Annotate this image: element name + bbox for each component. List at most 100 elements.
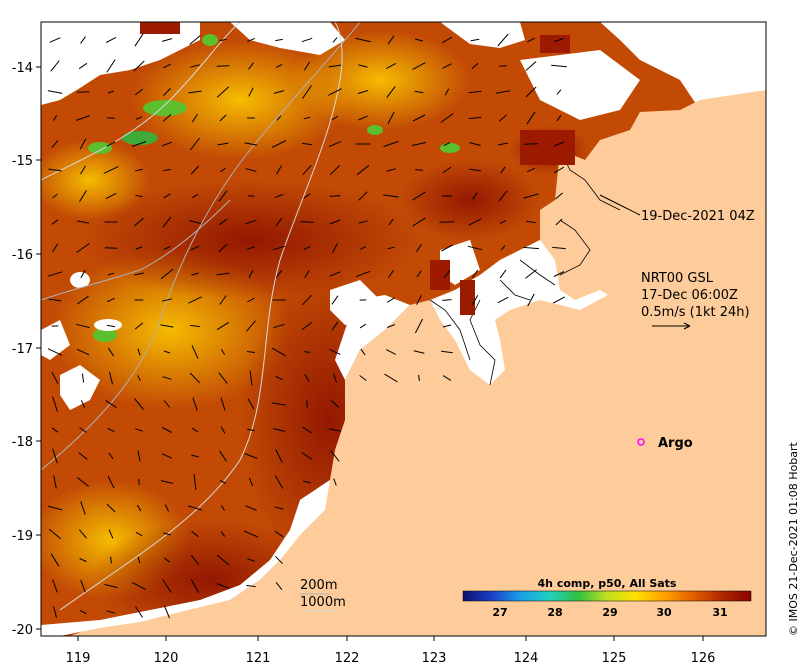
current-vector — [47, 348, 63, 356]
current-vector — [190, 245, 200, 251]
current-vector — [556, 89, 562, 95]
current-vector — [103, 166, 119, 174]
current-vector — [135, 246, 143, 250]
current-vector — [108, 529, 114, 539]
current-vector — [301, 321, 313, 331]
current-vector — [50, 60, 60, 72]
current-vector — [216, 554, 230, 566]
current-vector — [441, 36, 453, 44]
current-vector — [272, 402, 286, 406]
x-axis-tick-label: 126 — [691, 651, 716, 666]
current-vector — [275, 555, 283, 565]
current-vector — [275, 375, 283, 381]
current-vector — [47, 271, 63, 277]
current-vector — [442, 299, 452, 301]
current-vector — [471, 269, 479, 279]
y-axis-tick-label: -18 — [12, 435, 33, 450]
coastline-detail — [429, 149, 621, 386]
current-vector — [301, 142, 313, 146]
current-vector — [76, 348, 90, 356]
current-vector — [79, 427, 87, 433]
current-vector — [359, 375, 367, 381]
current-vector — [52, 579, 58, 593]
current-vector — [386, 168, 396, 172]
current-vector — [412, 217, 426, 227]
current-vector — [500, 166, 506, 174]
current-vector — [220, 426, 226, 434]
current-vector — [418, 374, 420, 382]
current-vector — [163, 532, 171, 536]
current-vector — [107, 90, 115, 94]
current-vector — [497, 296, 509, 304]
current-vector — [472, 192, 478, 200]
current-vector — [331, 115, 339, 121]
current-vector — [76, 477, 90, 487]
current-vector — [302, 426, 312, 434]
current-vector — [527, 293, 535, 307]
current-vector — [244, 453, 258, 459]
coastal-hot-speckles — [140, 22, 575, 315]
current-vector — [247, 558, 255, 562]
current-vector — [76, 91, 90, 93]
current-vector — [135, 194, 143, 198]
current-vector — [411, 142, 427, 146]
current-vector — [553, 296, 565, 304]
current-vector — [104, 583, 118, 589]
current-vector — [499, 219, 507, 225]
current-vector — [188, 505, 202, 511]
current-vector — [331, 295, 339, 305]
x-axis-tick-label: 119 — [66, 651, 91, 666]
y-axis-tick-label: -14 — [12, 61, 33, 76]
coastal-no-data — [335, 295, 410, 380]
current-vector — [526, 111, 536, 125]
current-vector — [219, 295, 227, 305]
current-vector — [188, 90, 202, 94]
current-vector — [163, 400, 171, 408]
current-vector — [416, 295, 422, 305]
current-vector — [554, 38, 564, 42]
scale-arrow — [652, 322, 691, 330]
current-vector — [467, 245, 483, 251]
sst-hot-patch — [80, 180, 420, 300]
current-vector — [107, 475, 115, 489]
current-vector — [271, 140, 287, 148]
current-vector — [248, 62, 254, 70]
current-vector — [134, 272, 144, 276]
current-vector — [161, 298, 173, 302]
current-vector — [190, 137, 200, 151]
current-vector — [189, 372, 201, 384]
land-kimberley — [70, 90, 766, 636]
current-vector — [220, 167, 226, 173]
current-vector — [189, 324, 201, 328]
coastal-no-data — [430, 240, 608, 385]
current-vector — [497, 33, 509, 47]
current-vector — [555, 218, 563, 226]
current-vector — [245, 219, 257, 225]
current-vector — [107, 117, 115, 119]
current-vector — [275, 38, 283, 42]
current-vector — [301, 452, 313, 460]
current-vector — [306, 400, 308, 408]
current-vector — [247, 428, 255, 432]
current-vector — [48, 298, 62, 302]
current-vector — [553, 166, 565, 174]
current-vector — [273, 90, 285, 94]
current-vector — [413, 350, 425, 354]
current-vector — [386, 324, 396, 328]
colorbar-tick-label: 31 — [712, 606, 727, 619]
current-vector — [247, 351, 255, 353]
current-vector — [523, 246, 539, 250]
current-vector — [329, 271, 341, 277]
current-vector — [527, 37, 535, 43]
current-vector — [163, 168, 171, 172]
current-vector — [218, 243, 228, 253]
current-vector — [300, 221, 314, 223]
current-vector — [359, 323, 367, 329]
current-vector — [163, 557, 171, 563]
current-vector — [275, 269, 283, 279]
isobath-1000-label: 1000m — [300, 595, 346, 610]
current-vector — [358, 64, 368, 68]
current-vector — [218, 190, 228, 202]
current-vector — [303, 116, 311, 120]
current-vector — [218, 372, 228, 384]
